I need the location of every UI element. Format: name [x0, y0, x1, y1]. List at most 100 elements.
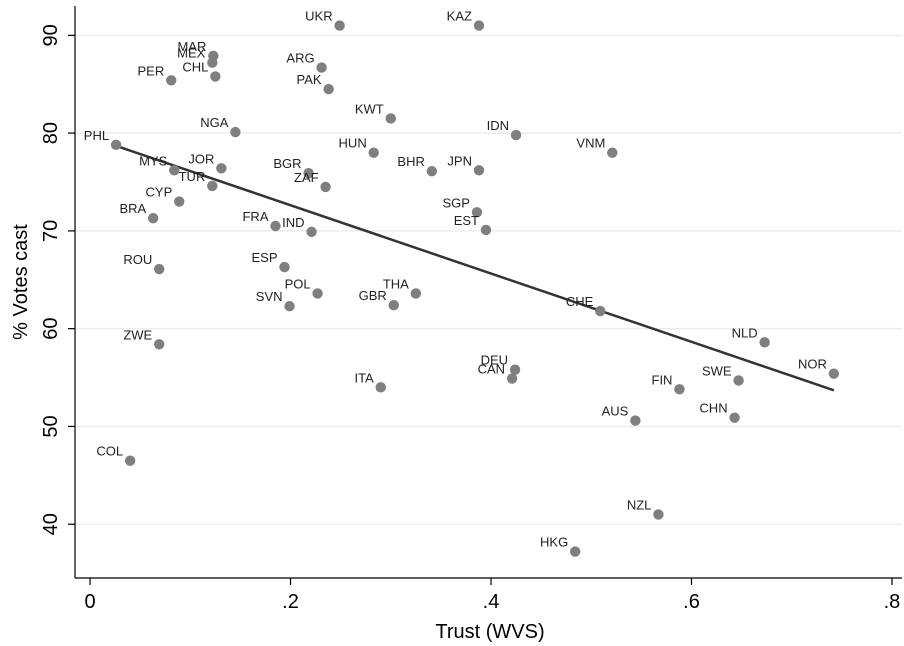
data-point: [316, 62, 327, 73]
data-point: [388, 300, 399, 311]
data-point: [312, 288, 323, 299]
point-label: UKR: [305, 9, 332, 24]
point-label: ZWE: [123, 327, 152, 342]
point-label: AUS: [602, 404, 629, 419]
point-label: TUR: [179, 169, 206, 184]
point-label: BHR: [397, 154, 424, 169]
point-label: NZL: [627, 497, 652, 512]
data-point: [729, 412, 740, 423]
x-axis-title: Trust (WVS): [435, 621, 544, 643]
data-point: [473, 165, 485, 176]
point-label: HKG: [540, 535, 568, 550]
data-points: [110, 20, 840, 557]
point-label: COL: [96, 444, 123, 459]
point-label: CHL: [182, 59, 208, 74]
point-label: MEX: [177, 46, 206, 61]
point-label: SVN: [256, 289, 283, 304]
data-point: [147, 212, 159, 224]
x-tick-label: .8: [884, 591, 901, 613]
y-tick-label: 40: [40, 513, 62, 535]
point-label: IND: [282, 215, 304, 230]
x-tick-label: .4: [483, 591, 500, 613]
data-point: [759, 337, 770, 348]
data-point: [110, 139, 122, 151]
data-point: [124, 455, 136, 466]
axes: [74, 6, 902, 579]
data-point: [166, 75, 177, 86]
data-point: [473, 20, 485, 31]
data-point: [270, 220, 281, 232]
data-point: [630, 415, 641, 426]
data-point: [279, 261, 290, 273]
point-label: ARG: [286, 51, 314, 66]
point-label: FIN: [652, 372, 673, 387]
point-label: NGA: [200, 115, 229, 130]
data-point: [210, 71, 221, 82]
point-label: POL: [285, 276, 311, 291]
point-label: DEU: [481, 353, 508, 368]
data-point: [154, 263, 165, 275]
point-label: NOR: [798, 357, 827, 372]
data-point: [174, 196, 185, 207]
data-point: [426, 166, 438, 177]
y-tick-label: 80: [40, 122, 62, 144]
point-label: JPN: [447, 153, 472, 168]
data-point: [385, 113, 396, 124]
x-tick-label: .6: [683, 591, 700, 613]
point-label: PER: [137, 63, 164, 78]
point-label: NLD: [732, 325, 758, 340]
data-point: [303, 168, 314, 179]
fit-line: [115, 144, 835, 392]
point-label: PHL: [84, 128, 109, 143]
data-point: [216, 163, 227, 174]
y-tick-label: 90: [40, 24, 62, 46]
point-label: KAZ: [447, 9, 472, 24]
data-point: [320, 181, 331, 193]
data-point: [284, 300, 295, 312]
x-tick-label: 0: [84, 591, 95, 613]
point-label: ESP: [251, 250, 277, 265]
point-label: FRA: [242, 209, 268, 224]
data-point: [733, 375, 744, 386]
point-label: BGR: [273, 156, 301, 171]
point-label: MAR: [177, 39, 206, 54]
grid-lines: [75, 34, 902, 525]
point-label: CYP: [146, 185, 173, 200]
point-label: KWT: [355, 101, 384, 116]
data-point: [506, 373, 518, 384]
data-point: [471, 207, 483, 218]
data-point: [595, 305, 606, 317]
point-label: IDN: [487, 118, 509, 133]
point-label: MYS: [139, 153, 168, 168]
data-point: [368, 147, 379, 158]
y-tick-label: 50: [40, 415, 62, 437]
x-tick-label: .2: [282, 591, 299, 613]
point-label: SWE: [702, 363, 732, 378]
data-point: [510, 129, 522, 141]
point-label: VNM: [576, 136, 605, 151]
data-point: [607, 147, 618, 158]
data-point: [410, 288, 422, 299]
data-point: [154, 339, 165, 350]
y-axis-title: % Votes cast: [10, 224, 32, 340]
point-label: CAN: [478, 362, 505, 377]
data-point: [653, 509, 664, 520]
data-point: [169, 165, 180, 176]
point-label: ITA: [354, 370, 374, 385]
point-label: CHE: [566, 294, 594, 309]
x-axis-ticks: 0 .2 .4 .6 .8: [84, 578, 900, 613]
data-point: [230, 126, 241, 138]
data-point: [674, 384, 685, 395]
point-label: ZAF: [294, 170, 319, 185]
point-label: SGP: [443, 195, 470, 210]
data-point: [323, 83, 334, 95]
data-point: [570, 546, 581, 557]
point-label: THA: [383, 276, 409, 291]
data-point: [207, 57, 218, 68]
data-point: [334, 20, 345, 31]
point-label: ROU: [123, 252, 152, 267]
y-tick-label: 60: [40, 318, 62, 340]
data-point: [306, 226, 317, 238]
